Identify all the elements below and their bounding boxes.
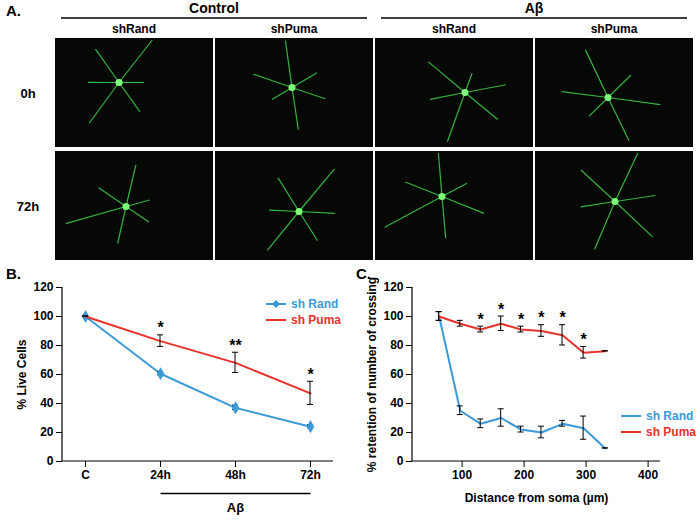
svg-text:*: * <box>307 366 314 383</box>
svg-text:60: 60 <box>390 367 404 381</box>
svg-text:40: 40 <box>390 396 404 410</box>
svg-text:shRand: shRand <box>112 22 156 36</box>
svg-text:200: 200 <box>514 468 534 482</box>
svg-text:*: * <box>518 311 525 328</box>
svg-text:60: 60 <box>40 367 54 381</box>
svg-text:20: 20 <box>390 425 404 439</box>
svg-text:72h: 72h <box>300 468 321 482</box>
svg-text:Aβ: Aβ <box>525 0 544 16</box>
svg-text:C: C <box>81 468 90 482</box>
svg-text:*: * <box>538 309 545 326</box>
svg-text:0h: 0h <box>20 86 35 101</box>
html-text:sh Rand: sh Rand <box>646 409 694 423</box>
svg-text:0: 0 <box>47 454 54 468</box>
svg-text:48h: 48h <box>225 468 246 482</box>
svg-text:0: 0 <box>397 454 404 468</box>
html-text:B.: B. <box>6 265 21 282</box>
svg-text:120: 120 <box>33 280 53 294</box>
svg-text:100: 100 <box>33 309 53 323</box>
svg-text:80: 80 <box>40 338 54 352</box>
svg-text:100: 100 <box>452 468 472 482</box>
svg-text:*: * <box>581 331 588 348</box>
svg-text:300: 300 <box>576 468 596 482</box>
html-text:sh Rand: sh Rand <box>291 297 339 311</box>
svg-text:*: * <box>559 309 566 326</box>
html-text:C.: C. <box>356 265 371 282</box>
svg-text:100: 100 <box>383 309 403 323</box>
html-text:sh Puma: sh Puma <box>646 425 696 439</box>
svg-text:400: 400 <box>638 468 658 482</box>
svg-text:shRand: shRand <box>432 22 476 36</box>
svg-text:% Live Cells: % Live Cells <box>15 339 29 409</box>
svg-text:*: * <box>157 319 164 336</box>
svg-text:20: 20 <box>40 425 54 439</box>
svg-text:**: ** <box>229 337 242 354</box>
svg-text:*: * <box>498 301 505 318</box>
svg-text:80: 80 <box>390 338 404 352</box>
svg-text:% retention of number of cross: % retention of number of crossing <box>365 277 379 472</box>
svg-text:120: 120 <box>383 280 403 294</box>
svg-text:Control: Control <box>189 0 239 16</box>
svg-text:A.: A. <box>6 2 21 19</box>
svg-text:72h: 72h <box>17 199 39 214</box>
svg-text:*: * <box>478 311 485 328</box>
html-text:sh Puma: sh Puma <box>291 313 341 327</box>
svg-text:Distance from soma (µm): Distance from soma (µm) <box>465 491 609 505</box>
svg-text:shPuma: shPuma <box>591 22 638 36</box>
svg-text:shPuma: shPuma <box>271 22 318 36</box>
svg-text:40: 40 <box>40 396 54 410</box>
svg-text:24h: 24h <box>150 468 171 482</box>
svg-text:Aβ: Aβ <box>227 500 244 515</box>
